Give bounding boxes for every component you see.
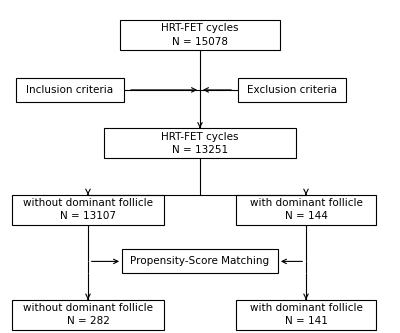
Text: N = 144: N = 144	[284, 211, 328, 221]
FancyBboxPatch shape	[236, 195, 376, 225]
Text: HRT-FET cycles: HRT-FET cycles	[161, 23, 239, 33]
Text: with dominant follicle: with dominant follicle	[250, 303, 362, 313]
Text: N = 13251: N = 13251	[172, 145, 228, 155]
Text: with dominant follicle: with dominant follicle	[250, 198, 362, 208]
FancyBboxPatch shape	[238, 78, 346, 102]
Text: N = 15078: N = 15078	[172, 37, 228, 47]
Text: Exclusion criteria: Exclusion criteria	[247, 85, 337, 95]
Text: Inclusion criteria: Inclusion criteria	[26, 85, 114, 95]
FancyBboxPatch shape	[236, 300, 376, 330]
FancyBboxPatch shape	[12, 300, 164, 330]
Text: N = 282: N = 282	[66, 316, 110, 326]
Text: without dominant follicle: without dominant follicle	[23, 303, 153, 313]
FancyBboxPatch shape	[16, 78, 124, 102]
Text: Propensity-Score Matching: Propensity-Score Matching	[130, 256, 270, 266]
FancyBboxPatch shape	[120, 20, 280, 50]
Text: N = 141: N = 141	[284, 316, 328, 326]
Text: N = 13107: N = 13107	[60, 211, 116, 221]
FancyBboxPatch shape	[104, 128, 296, 158]
FancyBboxPatch shape	[12, 195, 164, 225]
FancyBboxPatch shape	[122, 249, 278, 273]
Text: HRT-FET cycles: HRT-FET cycles	[161, 132, 239, 142]
Text: without dominant follicle: without dominant follicle	[23, 198, 153, 208]
